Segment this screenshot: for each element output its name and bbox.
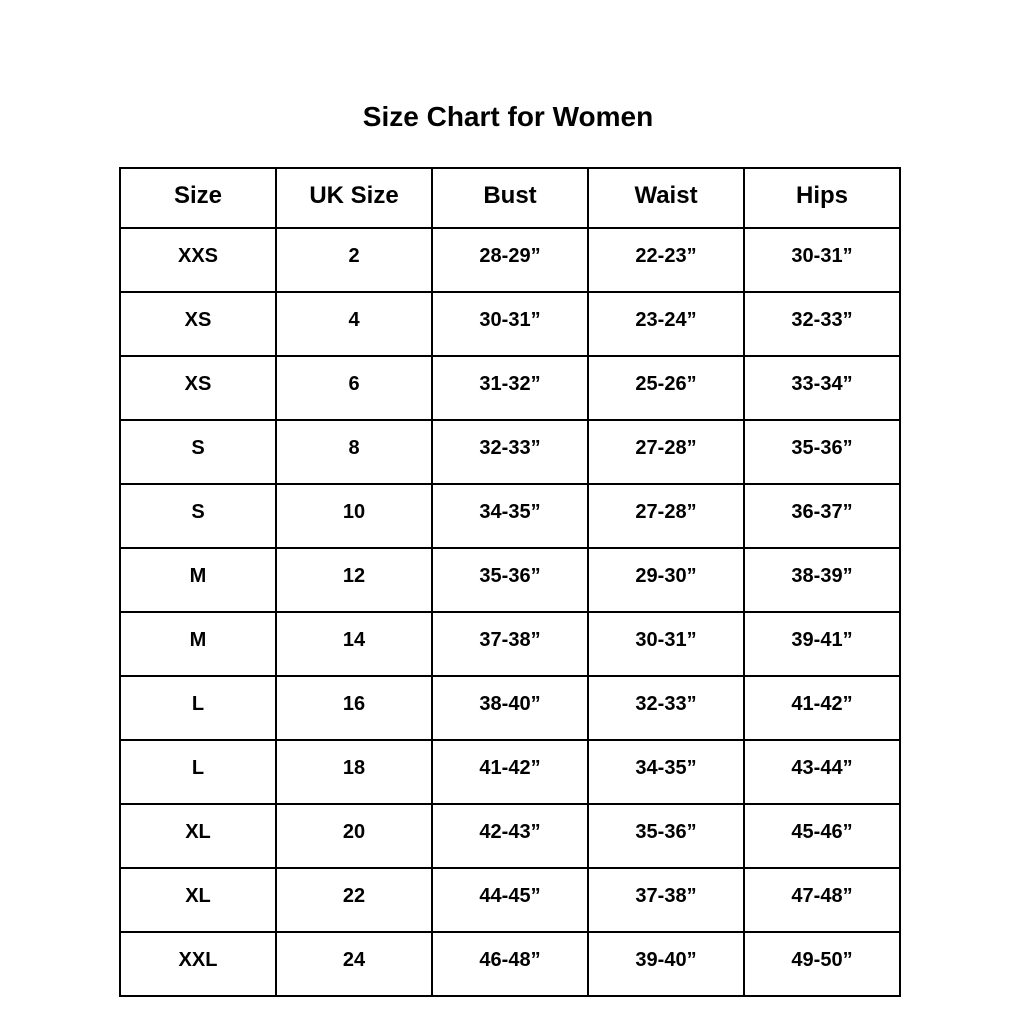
cell-bust: 28-29” bbox=[431, 227, 589, 293]
table-row: L 18 41-42” 34-35” 43-44” bbox=[119, 739, 901, 805]
cell-uk-size: 2 bbox=[275, 227, 433, 293]
column-header-bust: Bust bbox=[431, 167, 589, 229]
cell-hips: 35-36” bbox=[743, 419, 901, 485]
cell-bust: 31-32” bbox=[431, 355, 589, 421]
table-row: XS 4 30-31” 23-24” 32-33” bbox=[119, 291, 901, 357]
cell-size: XS bbox=[119, 355, 277, 421]
cell-uk-size: 18 bbox=[275, 739, 433, 805]
cell-bust: 41-42” bbox=[431, 739, 589, 805]
cell-uk-size: 20 bbox=[275, 803, 433, 869]
table-row: M 14 37-38” 30-31” 39-41” bbox=[119, 611, 901, 677]
cell-size: XS bbox=[119, 291, 277, 357]
cell-waist: 23-24” bbox=[587, 291, 745, 357]
cell-hips: 36-37” bbox=[743, 483, 901, 549]
column-header-waist: Waist bbox=[587, 167, 745, 229]
cell-bust: 30-31” bbox=[431, 291, 589, 357]
cell-uk-size: 12 bbox=[275, 547, 433, 613]
cell-bust: 37-38” bbox=[431, 611, 589, 677]
cell-size: L bbox=[119, 675, 277, 741]
cell-uk-size: 4 bbox=[275, 291, 433, 357]
cell-hips: 39-41” bbox=[743, 611, 901, 677]
cell-size: M bbox=[119, 547, 277, 613]
table-row: XS 6 31-32” 25-26” 33-34” bbox=[119, 355, 901, 421]
cell-size: XL bbox=[119, 803, 277, 869]
cell-waist: 29-30” bbox=[587, 547, 745, 613]
cell-bust: 38-40” bbox=[431, 675, 589, 741]
cell-size: XXL bbox=[119, 931, 277, 997]
table-row: M 12 35-36” 29-30” 38-39” bbox=[119, 547, 901, 613]
cell-uk-size: 22 bbox=[275, 867, 433, 933]
cell-size: S bbox=[119, 483, 277, 549]
cell-size: XL bbox=[119, 867, 277, 933]
cell-hips: 49-50” bbox=[743, 931, 901, 997]
cell-bust: 44-45” bbox=[431, 867, 589, 933]
cell-bust: 46-48” bbox=[431, 931, 589, 997]
table-row: XXL 24 46-48” 39-40” 49-50” bbox=[119, 931, 901, 997]
cell-waist: 32-33” bbox=[587, 675, 745, 741]
table-row: S 10 34-35” 27-28” 36-37” bbox=[119, 483, 901, 549]
cell-waist: 30-31” bbox=[587, 611, 745, 677]
cell-size: XXS bbox=[119, 227, 277, 293]
cell-hips: 47-48” bbox=[743, 867, 901, 933]
cell-uk-size: 24 bbox=[275, 931, 433, 997]
table-row: S 8 32-33” 27-28” 35-36” bbox=[119, 419, 901, 485]
table-row: XL 22 44-45” 37-38” 47-48” bbox=[119, 867, 901, 933]
cell-uk-size: 8 bbox=[275, 419, 433, 485]
cell-hips: 38-39” bbox=[743, 547, 901, 613]
cell-bust: 42-43” bbox=[431, 803, 589, 869]
cell-waist: 35-36” bbox=[587, 803, 745, 869]
cell-size: S bbox=[119, 419, 277, 485]
column-header-size: Size bbox=[119, 167, 277, 229]
cell-hips: 41-42” bbox=[743, 675, 901, 741]
cell-uk-size: 6 bbox=[275, 355, 433, 421]
cell-waist: 37-38” bbox=[587, 867, 745, 933]
cell-waist: 27-28” bbox=[587, 483, 745, 549]
column-header-uk-size: UK Size bbox=[275, 167, 433, 229]
table-row: XXS 2 28-29” 22-23” 30-31” bbox=[119, 227, 901, 293]
cell-waist: 39-40” bbox=[587, 931, 745, 997]
table-row: XL 20 42-43” 35-36” 45-46” bbox=[119, 803, 901, 869]
cell-bust: 35-36” bbox=[431, 547, 589, 613]
cell-hips: 43-44” bbox=[743, 739, 901, 805]
column-header-hips: Hips bbox=[743, 167, 901, 229]
table-body: XXS 2 28-29” 22-23” 30-31” XS 4 30-31” 23-24” 32-… bbox=[119, 227, 901, 997]
cell-hips: 32-33” bbox=[743, 291, 901, 357]
cell-size: M bbox=[119, 611, 277, 677]
cell-waist: 22-23” bbox=[587, 227, 745, 293]
cell-hips: 45-46” bbox=[743, 803, 901, 869]
size-chart-table: Size UK Size Bust Waist Hips XXS 2 28-29” 22-23… bbox=[119, 167, 901, 997]
cell-waist: 34-35” bbox=[587, 739, 745, 805]
cell-size: L bbox=[119, 739, 277, 805]
cell-hips: 33-34” bbox=[743, 355, 901, 421]
cell-hips: 30-31” bbox=[743, 227, 901, 293]
page-title: Size Chart for Women bbox=[362, 101, 654, 132]
cell-uk-size: 16 bbox=[275, 675, 433, 741]
cell-waist: 27-28” bbox=[587, 419, 745, 485]
cell-bust: 34-35” bbox=[431, 483, 589, 549]
cell-bust: 32-33” bbox=[431, 419, 589, 485]
table-header-row: Size UK Size Bust Waist Hips bbox=[119, 167, 901, 229]
cell-waist: 25-26” bbox=[587, 355, 745, 421]
table-row: L 16 38-40” 32-33” 41-42” bbox=[119, 675, 901, 741]
cell-uk-size: 14 bbox=[275, 611, 433, 677]
cell-uk-size: 10 bbox=[275, 483, 433, 549]
